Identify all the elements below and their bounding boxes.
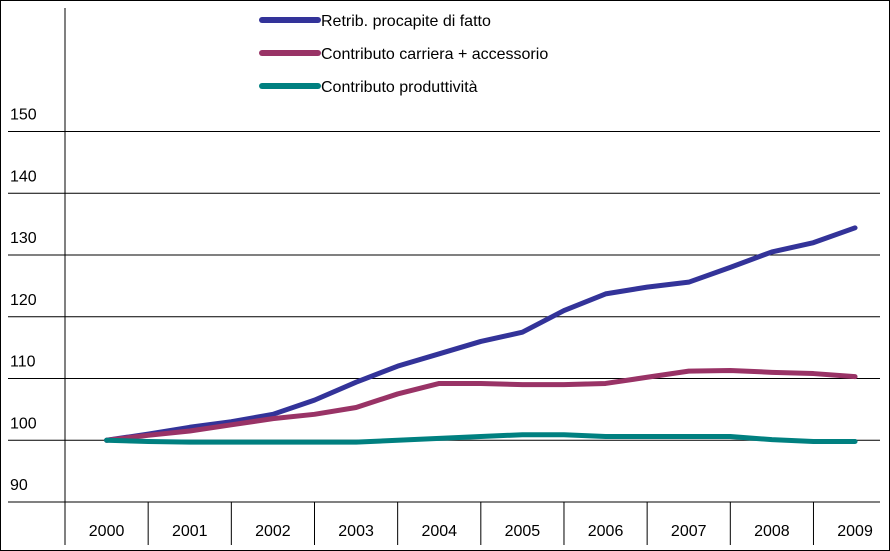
x-tick-label: 2001 [172, 523, 208, 540]
x-tick-label: 2008 [754, 523, 790, 540]
series-line [104, 367, 858, 443]
legend-label: Contributo produttività [321, 79, 478, 96]
y-tick-label: 140 [10, 168, 37, 185]
series-line [104, 225, 858, 443]
x-tick-label: 2007 [671, 523, 707, 540]
x-tick-label: 2004 [421, 523, 457, 540]
x-tick-label: 2003 [338, 523, 374, 540]
y-tick-label: 90 [10, 477, 28, 494]
legend-label: Contributo carriera + accessorio [321, 46, 548, 63]
series-line [104, 432, 858, 445]
y-tick-label: 150 [10, 107, 37, 124]
x-tick-label: 2009 [837, 523, 873, 540]
x-tick-label: 2006 [588, 523, 624, 540]
y-tick-label: 130 [10, 230, 37, 247]
y-tick-label: 110 [10, 354, 36, 371]
x-tick-label: 2002 [255, 523, 291, 540]
legend-label: Retrib. procapite di fatto [321, 13, 491, 30]
x-tick-label: 2005 [505, 523, 541, 540]
x-tick-label: 2000 [89, 523, 125, 540]
y-tick-label: 100 [10, 415, 37, 432]
y-tick-label: 120 [10, 292, 37, 309]
